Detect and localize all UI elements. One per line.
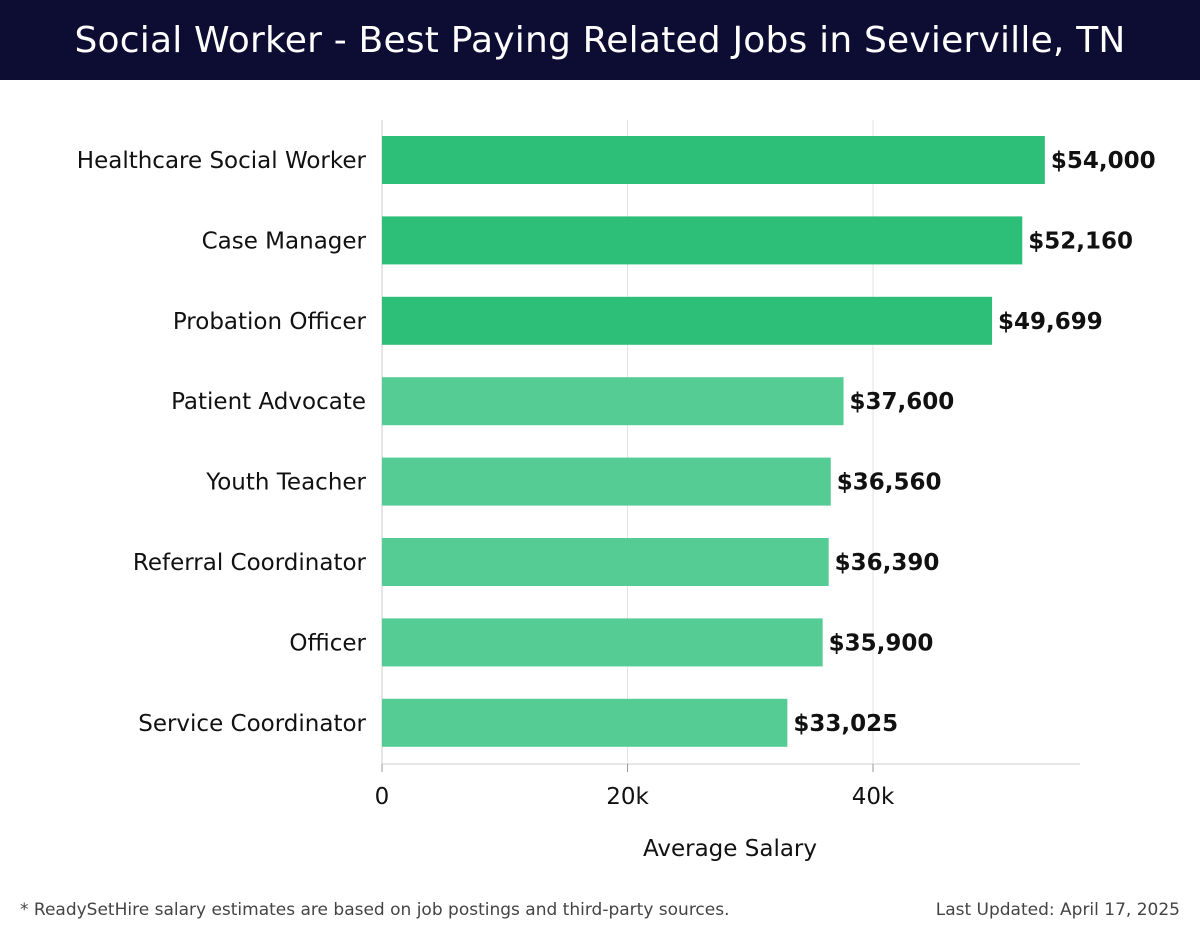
category-label: Probation Officer (173, 309, 367, 335)
bar (382, 698, 788, 747)
bar (382, 296, 993, 345)
x-tick-label: 40k (852, 784, 895, 810)
value-label: $54,000 (1051, 148, 1156, 174)
value-label: $49,699 (998, 309, 1103, 335)
labels-layer: Healthcare Social Worker $54,000 Case Mana… (77, 148, 1156, 737)
bar (382, 457, 831, 506)
value-label: $36,560 (837, 470, 942, 496)
category-label: Patient Advocate (171, 389, 366, 415)
bar (382, 538, 829, 586)
x-tick-label: 20k (606, 784, 649, 810)
x-tick-label: 0 (375, 784, 390, 810)
category-label: Healthcare Social Worker (77, 148, 367, 174)
category-label: Case Manager (202, 228, 367, 254)
salary-bar-chart: Healthcare Social Worker $54,000 Case Mana… (77, 120, 1156, 862)
value-label: $52,160 (1028, 228, 1133, 254)
x-axis-title: Average Salary (643, 836, 817, 862)
bar (382, 136, 1045, 184)
bar (382, 377, 844, 426)
bar (382, 216, 1023, 265)
category-label: Officer (289, 630, 366, 656)
page-title: Social Worker - Best Paying Related Jobs… (74, 19, 1126, 61)
category-label: Referral Coordinator (133, 550, 367, 576)
footnote: * ReadySetHire salary estimates are base… (20, 900, 730, 920)
value-label: $35,900 (829, 630, 934, 656)
ticks-layer: 0 20k 40k (375, 764, 895, 810)
value-label: $36,390 (835, 550, 940, 576)
value-label: $37,600 (850, 389, 955, 415)
last-updated: Last Updated: April 17, 2025 (935, 900, 1180, 920)
header-bar: Social Worker - Best Paying Related Jobs… (0, 0, 1200, 80)
bars-layer (382, 136, 1045, 747)
value-label: $33,025 (793, 711, 898, 737)
category-label: Youth Teacher (205, 470, 366, 496)
bar (382, 618, 823, 667)
category-label: Service Coordinator (138, 711, 366, 737)
